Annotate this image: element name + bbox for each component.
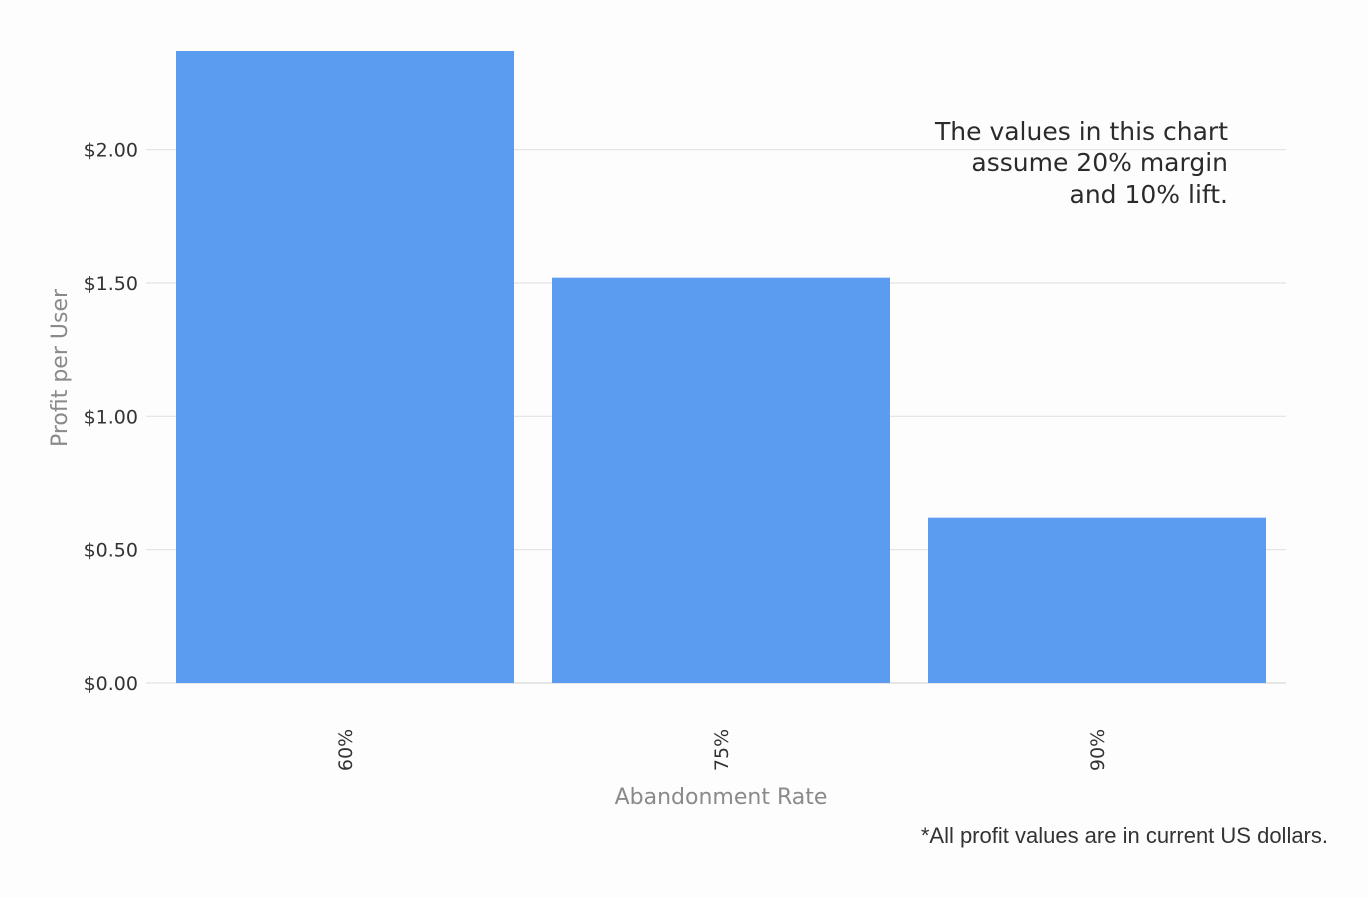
x-tick-label: 90% <box>1087 729 1109 771</box>
footnote: *All profit values are in current US dol… <box>920 823 1328 848</box>
bar-90pct <box>928 517 1266 683</box>
annotation-line-2: assume 20% margin <box>971 148 1228 177</box>
y-tick-label: $1.00 <box>84 406 138 428</box>
x-axis-title: Abandonment Rate <box>615 785 828 810</box>
y-tick-label: $1.50 <box>84 273 138 295</box>
bar-60pct <box>176 51 514 683</box>
bar-75pct <box>552 277 890 683</box>
bars <box>176 51 1266 683</box>
x-tick-labels: 60% 75% 90% <box>335 729 1109 771</box>
y-tick-label: $2.00 <box>84 140 138 162</box>
y-tick-label: $0.50 <box>84 540 138 562</box>
x-tick-label: 75% <box>711 729 733 771</box>
annotation-line-3: and 10% lift. <box>1070 180 1229 209</box>
x-tick-label: 60% <box>335 729 357 771</box>
y-axis-title: Profit per User <box>48 288 73 447</box>
y-tick-labels: $0.00 $0.50 $1.00 $1.50 $2.00 <box>84 140 138 695</box>
y-tick-label: $0.00 <box>84 673 138 695</box>
annotation-line-1: The values in this chart <box>934 117 1228 146</box>
